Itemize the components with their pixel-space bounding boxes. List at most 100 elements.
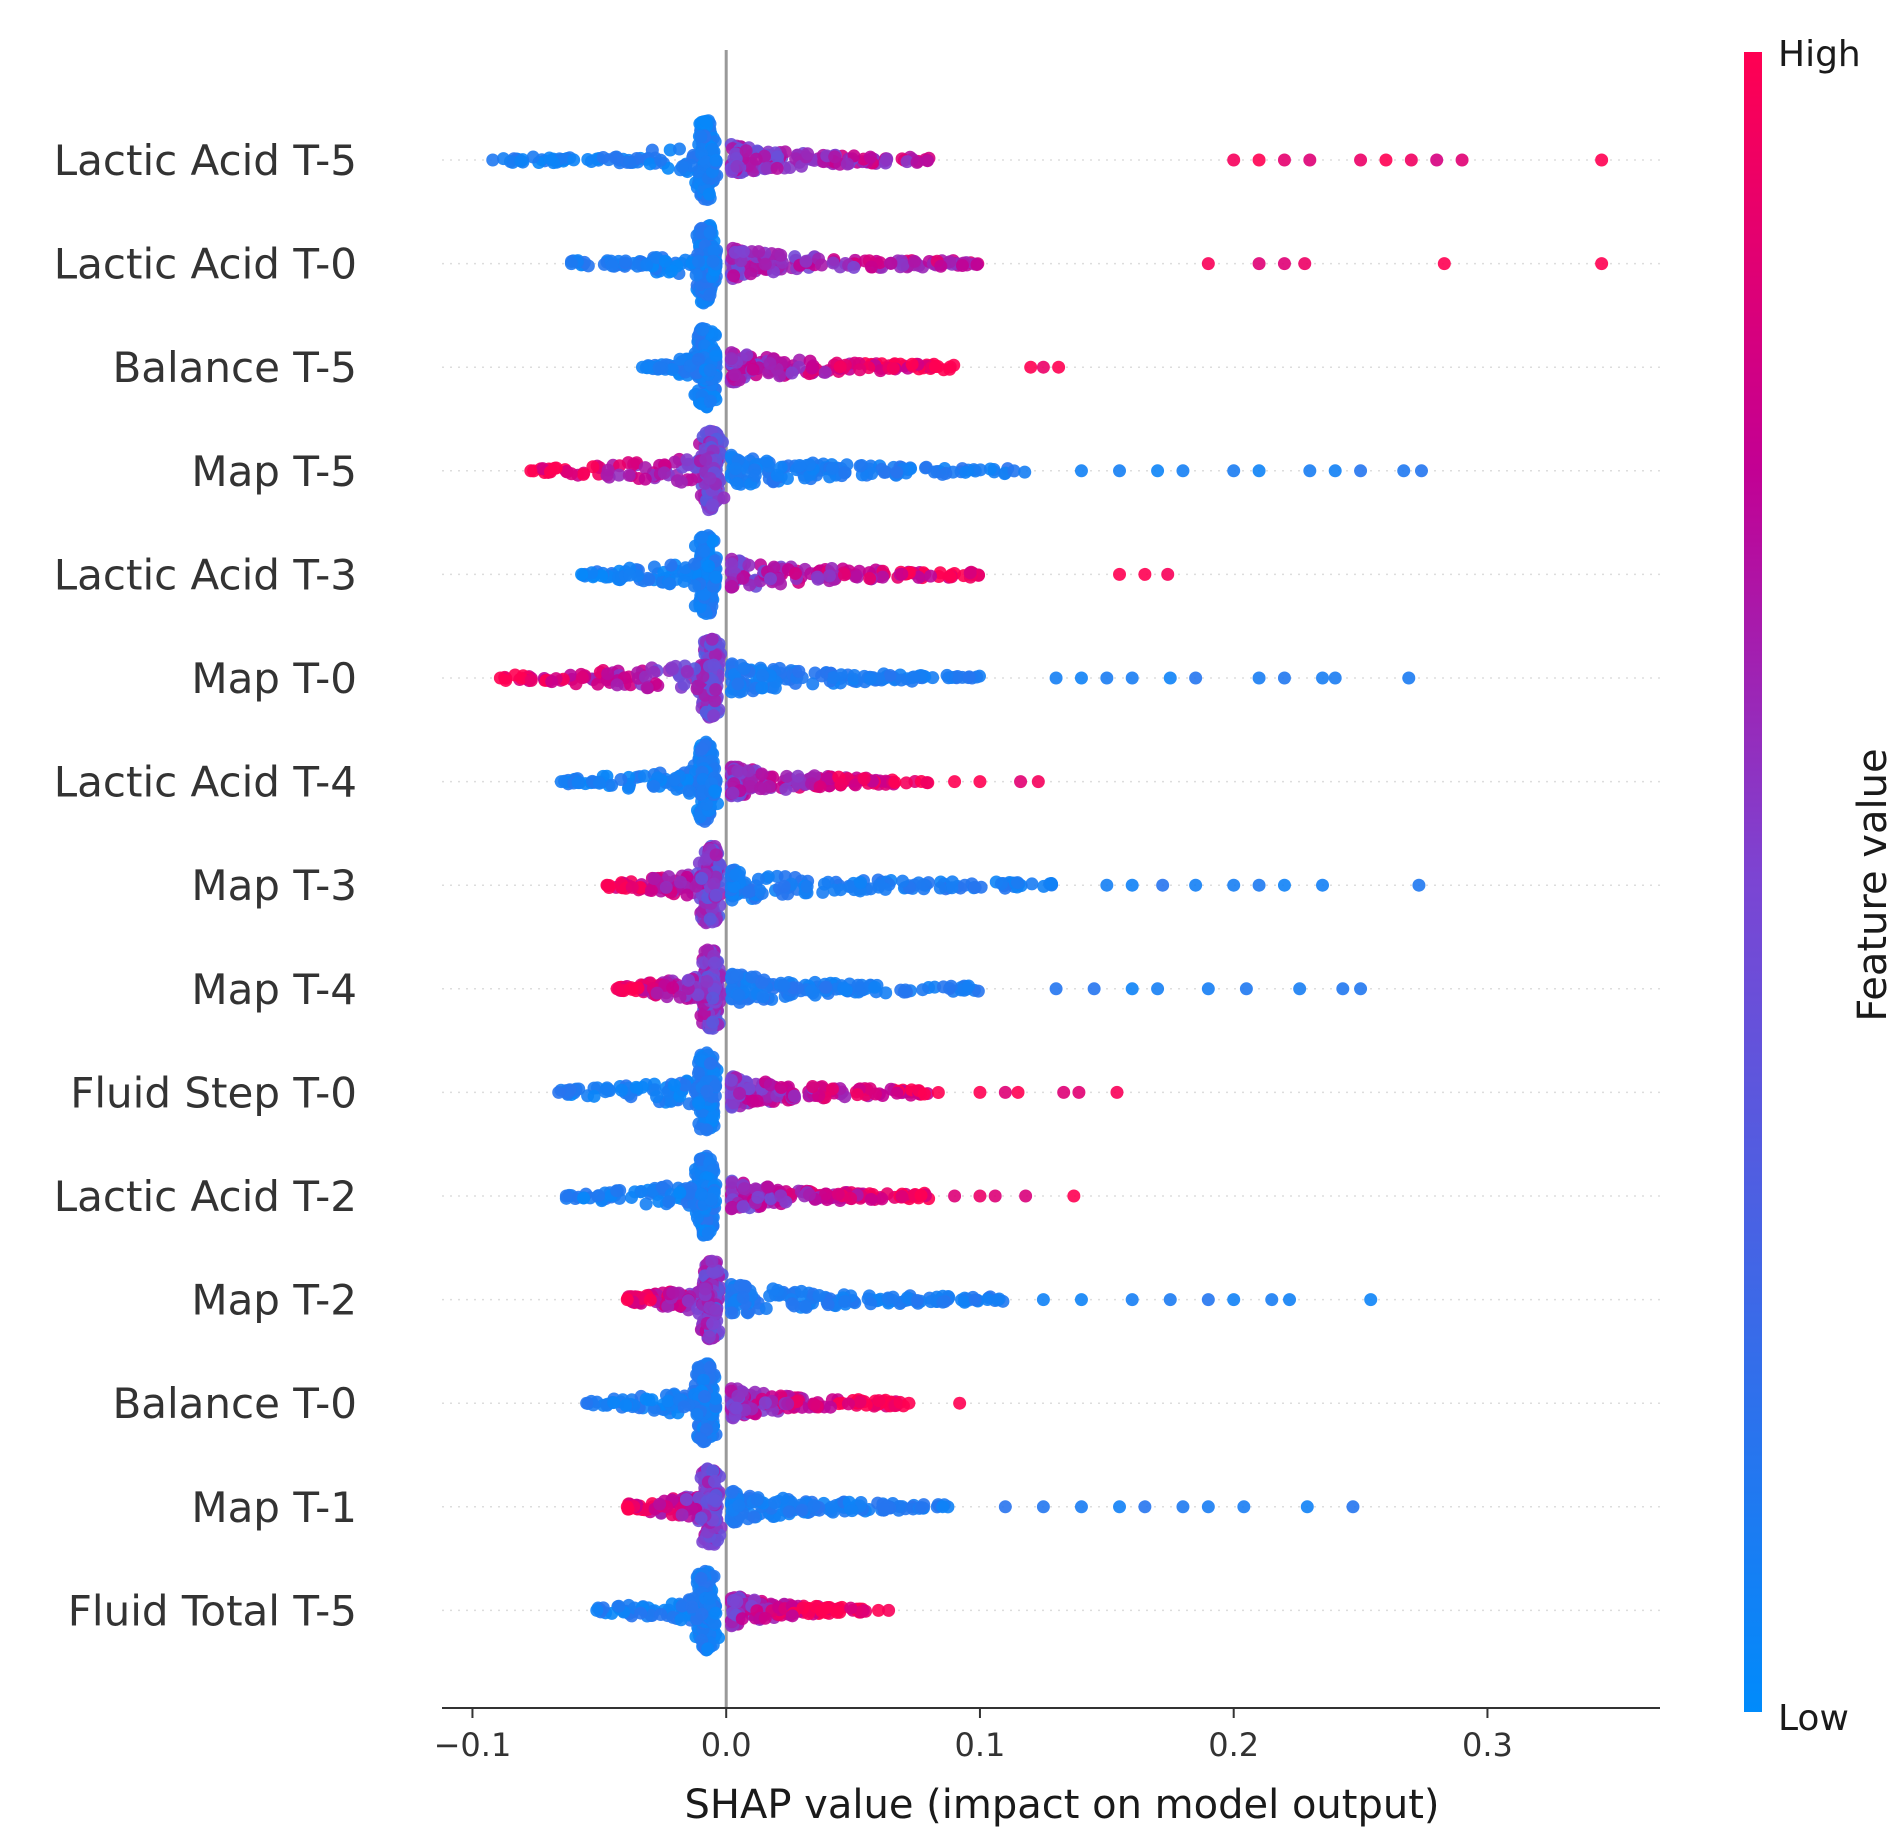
shap-point xyxy=(647,779,661,793)
shap-point xyxy=(851,978,865,992)
shap-point xyxy=(750,1094,764,1108)
shap-point xyxy=(896,258,910,272)
shap-point xyxy=(645,143,659,157)
shap-point xyxy=(703,226,717,240)
shap-point xyxy=(766,1282,780,1296)
shap-point xyxy=(968,1293,982,1307)
shap-point xyxy=(1067,1189,1081,1203)
shap-point xyxy=(760,161,774,175)
shap-point xyxy=(756,669,770,683)
shap-point xyxy=(694,129,708,143)
shap-point xyxy=(591,1189,605,1203)
shap-point xyxy=(758,257,772,271)
shap-point xyxy=(936,1295,950,1309)
shap-point xyxy=(920,776,934,790)
shap-point xyxy=(709,848,723,862)
shap-point xyxy=(1414,464,1428,478)
shap-point xyxy=(730,968,744,982)
shap-point xyxy=(793,459,807,473)
shap-point xyxy=(991,1293,1005,1307)
shap-point xyxy=(834,883,848,897)
shap-point xyxy=(973,463,987,477)
shap-point xyxy=(622,468,636,482)
shap-point xyxy=(732,1086,746,1100)
shap-point xyxy=(514,154,528,168)
shap-point xyxy=(571,776,585,790)
shap-point xyxy=(625,880,639,894)
shap-point xyxy=(905,357,919,371)
shap-point xyxy=(815,258,829,272)
shap-point xyxy=(1156,878,1170,892)
shap-point xyxy=(748,468,762,482)
shap-point xyxy=(724,1073,738,1087)
shap-point xyxy=(1354,982,1368,996)
shap-point xyxy=(1328,671,1342,685)
shap-point xyxy=(813,780,827,794)
shap-point xyxy=(771,150,785,164)
shap-point xyxy=(1110,1085,1124,1099)
shap-point xyxy=(788,566,802,580)
shap-point xyxy=(962,670,976,684)
shap-point xyxy=(703,288,717,302)
shap-point xyxy=(770,161,784,175)
shap-point xyxy=(602,1083,616,1097)
shap-point xyxy=(703,912,717,926)
shap-point xyxy=(884,256,898,270)
shap-point xyxy=(1252,153,1266,167)
shap-point xyxy=(869,1087,883,1101)
shap-point xyxy=(963,566,977,580)
shap-point xyxy=(706,254,720,268)
shap-point xyxy=(627,457,641,471)
shap-point xyxy=(763,356,777,370)
shap-point xyxy=(958,465,972,479)
shap-point xyxy=(666,1286,680,1300)
shap-point xyxy=(844,1191,858,1205)
shap-point xyxy=(755,976,769,990)
shap-point xyxy=(692,254,706,268)
shap-point xyxy=(916,983,930,997)
shap-point xyxy=(794,1284,808,1298)
shap-point xyxy=(575,567,589,581)
shap-point xyxy=(806,1080,820,1094)
shap-point xyxy=(988,1189,1002,1203)
shap-point xyxy=(667,1078,681,1092)
shap-point xyxy=(1265,1293,1279,1307)
shap-point xyxy=(934,259,948,273)
shap-point xyxy=(708,956,722,970)
shap-point xyxy=(1227,464,1241,478)
shap-point xyxy=(779,782,793,796)
shap-point xyxy=(696,322,710,336)
shap-point xyxy=(1049,982,1063,996)
shap-point xyxy=(753,782,767,796)
shap-point xyxy=(1036,1293,1050,1307)
shap-point xyxy=(945,881,959,895)
shap-point xyxy=(749,152,763,166)
shap-point xyxy=(1437,257,1451,271)
shap-point xyxy=(619,254,633,268)
shap-point xyxy=(629,1080,643,1094)
shap-point xyxy=(1430,153,1444,167)
shap-point xyxy=(838,466,852,480)
shap-point xyxy=(709,683,723,697)
shap-point xyxy=(1024,360,1038,374)
shap-point xyxy=(554,775,568,789)
shap-point xyxy=(774,1189,788,1203)
shap-point xyxy=(726,786,740,800)
shap-point xyxy=(705,143,719,157)
shap-point xyxy=(894,673,908,687)
shap-point xyxy=(700,1123,714,1137)
shap-point xyxy=(895,1190,909,1204)
shap-point xyxy=(647,872,661,886)
shap-point xyxy=(728,368,742,382)
shap-point xyxy=(1036,360,1050,374)
shap-point xyxy=(740,348,754,362)
shap-point xyxy=(1074,464,1088,478)
shap-point xyxy=(1227,1293,1241,1307)
shap-point xyxy=(931,1085,945,1099)
shap-point xyxy=(691,679,705,693)
shap-point xyxy=(655,361,669,375)
shap-point xyxy=(752,245,766,259)
shap-point xyxy=(838,1294,852,1308)
shap-point xyxy=(1189,878,1203,892)
